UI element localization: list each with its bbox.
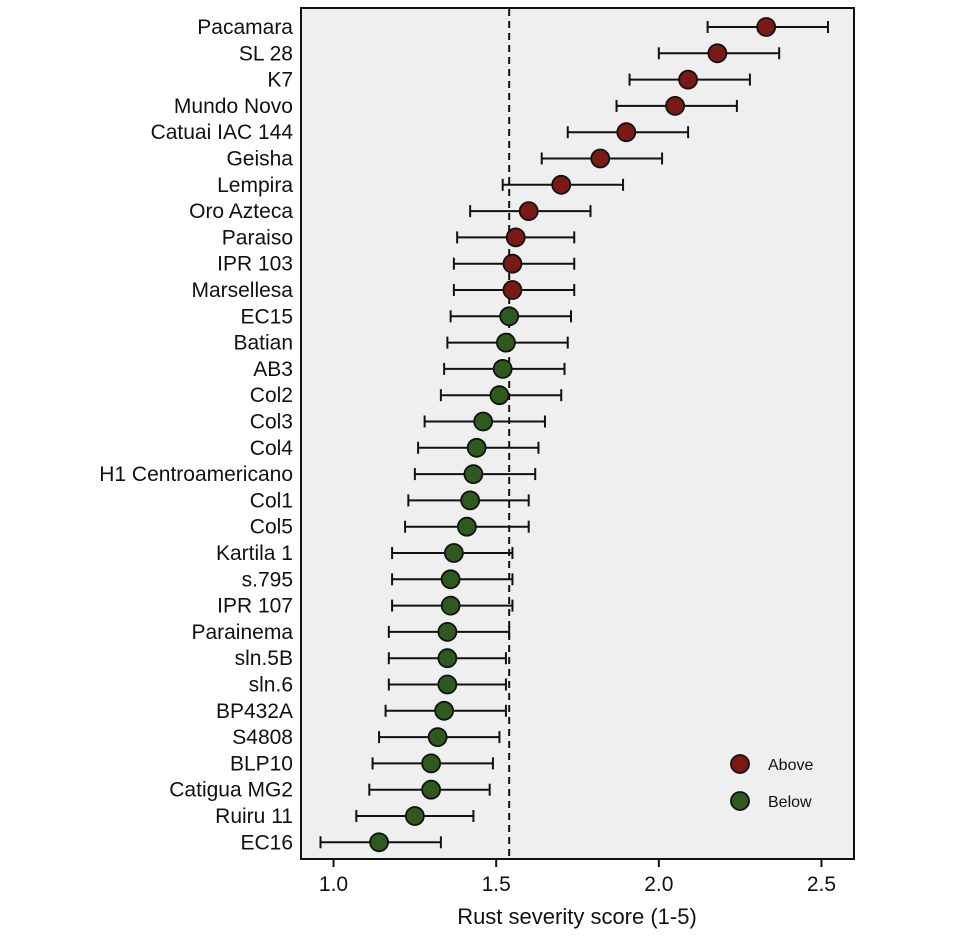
x-tick-label: 2.0 [644, 873, 673, 896]
y-tick-label: Geisha [226, 148, 293, 171]
legend: Above Below [730, 754, 813, 811]
y-tick-label: s.795 [242, 568, 293, 591]
y-tick-label: Col4 [250, 437, 294, 460]
y-tick-label: Parainema [191, 621, 293, 644]
point-ipr-103 [502, 253, 523, 274]
y-tick-label: Col3 [250, 411, 293, 434]
x-tick-label: 1.5 [482, 873, 511, 896]
y-tick-label: H1 Centroamericano [99, 463, 293, 486]
y-tick-label: BP432A [216, 700, 293, 723]
point-s-795 [440, 569, 461, 590]
y-tick-label: Catigua MG2 [169, 779, 293, 802]
y-tick-label: K7 [267, 69, 293, 92]
y-tick-label: EC15 [240, 305, 293, 328]
point-sln-5b [437, 648, 458, 669]
point-s4808 [427, 727, 448, 747]
y-tick-label: Oro Azteca [189, 200, 293, 223]
point-ec16 [369, 832, 389, 853]
point-col4 [466, 437, 487, 458]
y-tick-label: sln.5B [235, 647, 293, 670]
point-catuai-iac-144 [616, 122, 637, 143]
point-col3 [473, 411, 494, 432]
y-tick-label: sln.6 [249, 674, 293, 697]
point-oro-azteca [518, 201, 539, 222]
point-mundo-novo [665, 96, 685, 116]
legend-marker-above [730, 754, 750, 774]
point-col1 [460, 490, 481, 511]
point-marsellesa [502, 280, 523, 300]
y-tick-label: AB3 [253, 358, 293, 381]
y-tick-label: Catuai IAC 144 [151, 121, 294, 144]
y-tick-label: Mundo Novo [174, 95, 293, 118]
point-h1-centroamericano [463, 464, 484, 485]
point-sl-28 [707, 43, 728, 64]
point-k7 [678, 69, 698, 90]
x-axis-label: Rust severity score (1-5) [457, 904, 697, 929]
point-ruiru-11 [404, 806, 425, 826]
y-tick-label: Lempira [217, 174, 293, 197]
y-tick-label: Col5 [250, 516, 293, 539]
y-tick-label: SL 28 [239, 42, 293, 65]
y-tick-label: Col1 [250, 489, 293, 512]
y-tick-label: IPR 103 [217, 253, 293, 276]
x-tick-label: 2.5 [807, 873, 836, 896]
point-pacamara [756, 17, 777, 37]
point-col5 [456, 516, 477, 537]
point-geisha [590, 148, 611, 169]
legend-label-below: Below [768, 794, 812, 811]
point-ab3 [492, 358, 513, 379]
point-paraiso [505, 227, 526, 248]
y-tick-label: Ruiru 11 [215, 805, 293, 828]
point-kartila-1 [443, 543, 464, 563]
y-tick-label: Marsellesa [191, 279, 293, 302]
point-ec15 [499, 306, 520, 327]
y-tick-label: EC16 [240, 831, 293, 854]
x-tick-label: 1.0 [319, 873, 348, 896]
point-catigua-mg2 [421, 779, 442, 800]
y-tick-label: Col2 [250, 384, 293, 407]
point-ipr-107 [440, 595, 461, 616]
legend-label-above: Above [768, 757, 813, 774]
point-lempira [551, 174, 572, 195]
plot-area [300, 7, 855, 860]
y-tick-label: IPR 107 [217, 595, 293, 618]
y-tick-label: Kartila 1 [216, 542, 293, 565]
y-tick-label: Batian [233, 332, 293, 355]
point-col2 [489, 385, 510, 406]
point-sln-6 [437, 674, 458, 695]
y-tick-label: Pacamara [197, 16, 293, 39]
point-batian [496, 332, 516, 353]
point-parainema [437, 622, 458, 642]
y-tick-label: S4808 [232, 726, 293, 749]
point-blp10 [421, 753, 442, 774]
point-bp432a [434, 700, 455, 721]
y-tick-label: Paraiso [222, 226, 293, 249]
legend-marker-below [730, 791, 750, 811]
y-tick-label: BLP10 [230, 752, 293, 775]
